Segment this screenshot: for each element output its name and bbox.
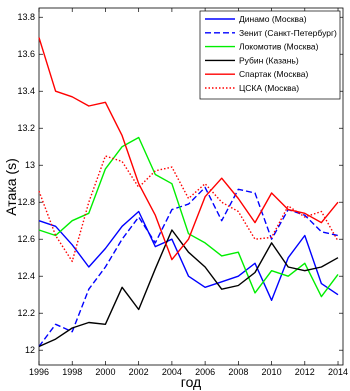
- y-axis-label: Атака (s): [3, 158, 19, 216]
- series-line-4: [38, 229, 339, 348]
- y-tick-label: 13: [25, 160, 35, 170]
- legend-label: ЦСКА (Москва): [239, 83, 299, 93]
- legend-label: Локомотив (Москва): [239, 42, 319, 52]
- legend-label: Зенит (Санкт-Петербург): [239, 28, 337, 38]
- x-tick-label: 2008: [228, 367, 248, 377]
- x-tick-label: 2014: [328, 367, 348, 377]
- y-tick-label: 12.6: [17, 234, 35, 244]
- y-tick-label: 12.8: [17, 197, 35, 207]
- legend-label: Спартак (Москва): [239, 69, 308, 79]
- y-tick-label: 13.8: [17, 12, 35, 22]
- y-tick-label: 12: [25, 345, 35, 355]
- y-tick-label: 13.6: [17, 49, 35, 59]
- x-tick-label: 2002: [129, 367, 149, 377]
- series-line-5: [38, 37, 339, 261]
- legend: Динамо (Москва) Зенит (Санкт-Петербург) Ло…: [199, 10, 341, 100]
- x-tick-label: 2004: [162, 367, 182, 377]
- series-line-1: [38, 210, 339, 301]
- y-tick-label: 13.4: [17, 86, 35, 96]
- legend-label: Рубин (Казань): [239, 55, 299, 65]
- axis-ticks: 1996 1998 2000 2002 2004 2006 2008 2010 2012 2014…: [17, 8, 348, 377]
- x-tick-label: 2012: [295, 367, 315, 377]
- y-tick-label: 13.2: [17, 123, 35, 133]
- y-tick-label: 12.2: [17, 308, 35, 318]
- x-tick-label: 1996: [29, 367, 49, 377]
- legend-box: [199, 10, 341, 100]
- x-tick-label: 1998: [62, 367, 82, 377]
- x-axis-label: год: [181, 374, 201, 390]
- legend-label: Динамо (Москва): [239, 14, 307, 24]
- x-tick-label: 2000: [95, 367, 115, 377]
- series-line-3: [38, 136, 339, 298]
- x-tick-label: 2010: [262, 367, 282, 377]
- series-layer: [38, 37, 339, 348]
- x-tick-label: 2006: [195, 367, 215, 377]
- y-tick-label: 12.4: [17, 271, 35, 281]
